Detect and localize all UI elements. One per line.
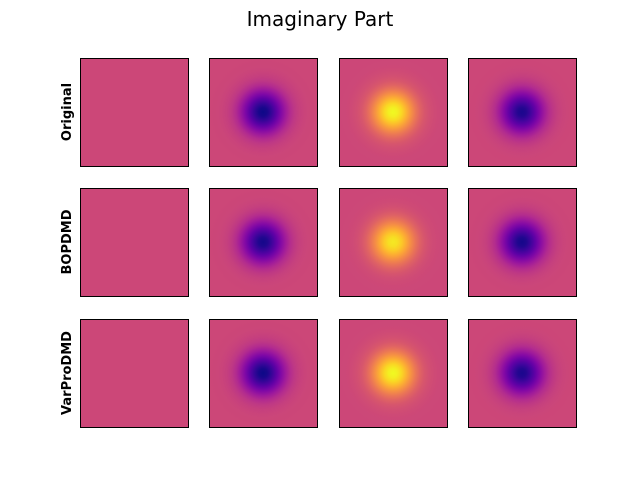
panel-frame [80, 188, 189, 297]
heatmap-panel [339, 188, 447, 296]
figure-title: Imaginary Part [247, 7, 394, 31]
panel-frame [339, 188, 448, 297]
row-label: BOPDMD [60, 209, 75, 274]
panel-frame [339, 319, 448, 428]
heatmap-grid: Original BOPDMD VarProDMD [60, 58, 577, 428]
heatmap-panel [80, 188, 188, 296]
heatmap-panel [209, 58, 317, 166]
panel-frame [209, 319, 318, 428]
heatmap-panel [468, 319, 576, 427]
heatmap-panel [209, 188, 317, 296]
panel-frame [209, 188, 318, 297]
heatmap-panel [80, 319, 188, 427]
panel-frame [339, 58, 448, 167]
row-label: Original [60, 83, 75, 141]
panel-frame [468, 188, 577, 297]
heatmap-panel [339, 58, 447, 166]
heatmap-panel [468, 188, 576, 296]
panel-frame [209, 58, 318, 167]
panel-frame [80, 58, 189, 167]
heatmap-panel [339, 319, 447, 427]
heatmap-panel [468, 58, 576, 166]
panel-frame [468, 58, 577, 167]
panel-frame [468, 319, 577, 428]
row-label: VarProDMD [60, 331, 75, 415]
heatmap-panel [80, 58, 188, 166]
heatmap-panel [209, 319, 317, 427]
panel-frame [80, 319, 189, 428]
